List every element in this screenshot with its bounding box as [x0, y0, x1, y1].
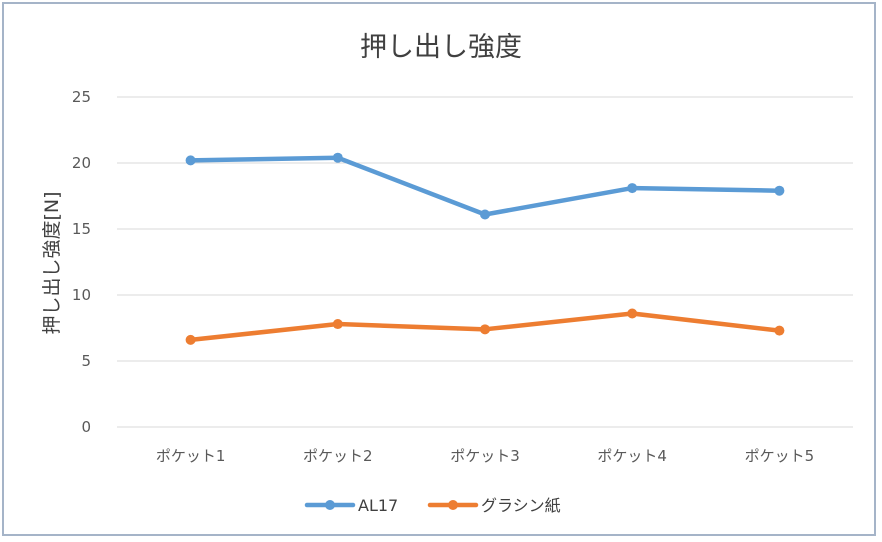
data-point — [332, 152, 343, 163]
series-1 — [185, 152, 785, 220]
x-tick-label: ポケット2 — [303, 447, 373, 465]
x-tick-label: ポケット5 — [745, 447, 815, 465]
chart-frame — [2, 2, 876, 536]
legend-label: グラシン紙 — [481, 496, 561, 515]
legend-marker — [325, 500, 335, 510]
series-2 — [185, 308, 785, 345]
data-point — [480, 324, 490, 335]
series-group — [185, 152, 785, 345]
x-axis-ticks: ポケット1 ポケット2 ポケット3 ポケット4 ポケット5 — [156, 447, 814, 465]
y-tick-label: 0 — [81, 418, 91, 436]
y-tick-label: 5 — [81, 352, 91, 370]
y-tick-label: 25 — [72, 88, 91, 106]
y-tick-label: 15 — [72, 220, 91, 238]
data-point — [185, 334, 196, 345]
legend-item: グラシン紙 — [427, 496, 561, 515]
legend-item: AL17 — [304, 496, 398, 515]
x-tick-label: ポケット1 — [156, 447, 226, 465]
data-point — [480, 209, 490, 220]
data-point — [627, 308, 638, 319]
legend-label: AL17 — [358, 496, 398, 515]
gridlines — [117, 96, 853, 428]
series-line — [188, 155, 782, 217]
y-tick-label: 10 — [72, 286, 91, 304]
data-point — [185, 155, 196, 166]
x-tick-label: ポケット3 — [450, 447, 520, 465]
data-point — [774, 325, 785, 336]
data-point — [627, 183, 638, 194]
chart-title: 押し出し強度 — [360, 32, 522, 63]
legend: AL17 グラシン紙 — [304, 496, 561, 515]
y-axis-title: 押し出し強度[N] — [41, 191, 63, 334]
x-tick-label: ポケット4 — [597, 447, 667, 465]
data-point — [774, 185, 785, 196]
data-point — [332, 319, 343, 330]
y-axis-ticks: 0 5 10 15 20 25 — [72, 88, 91, 436]
y-tick-label: 20 — [72, 154, 91, 172]
legend-marker — [448, 500, 458, 510]
